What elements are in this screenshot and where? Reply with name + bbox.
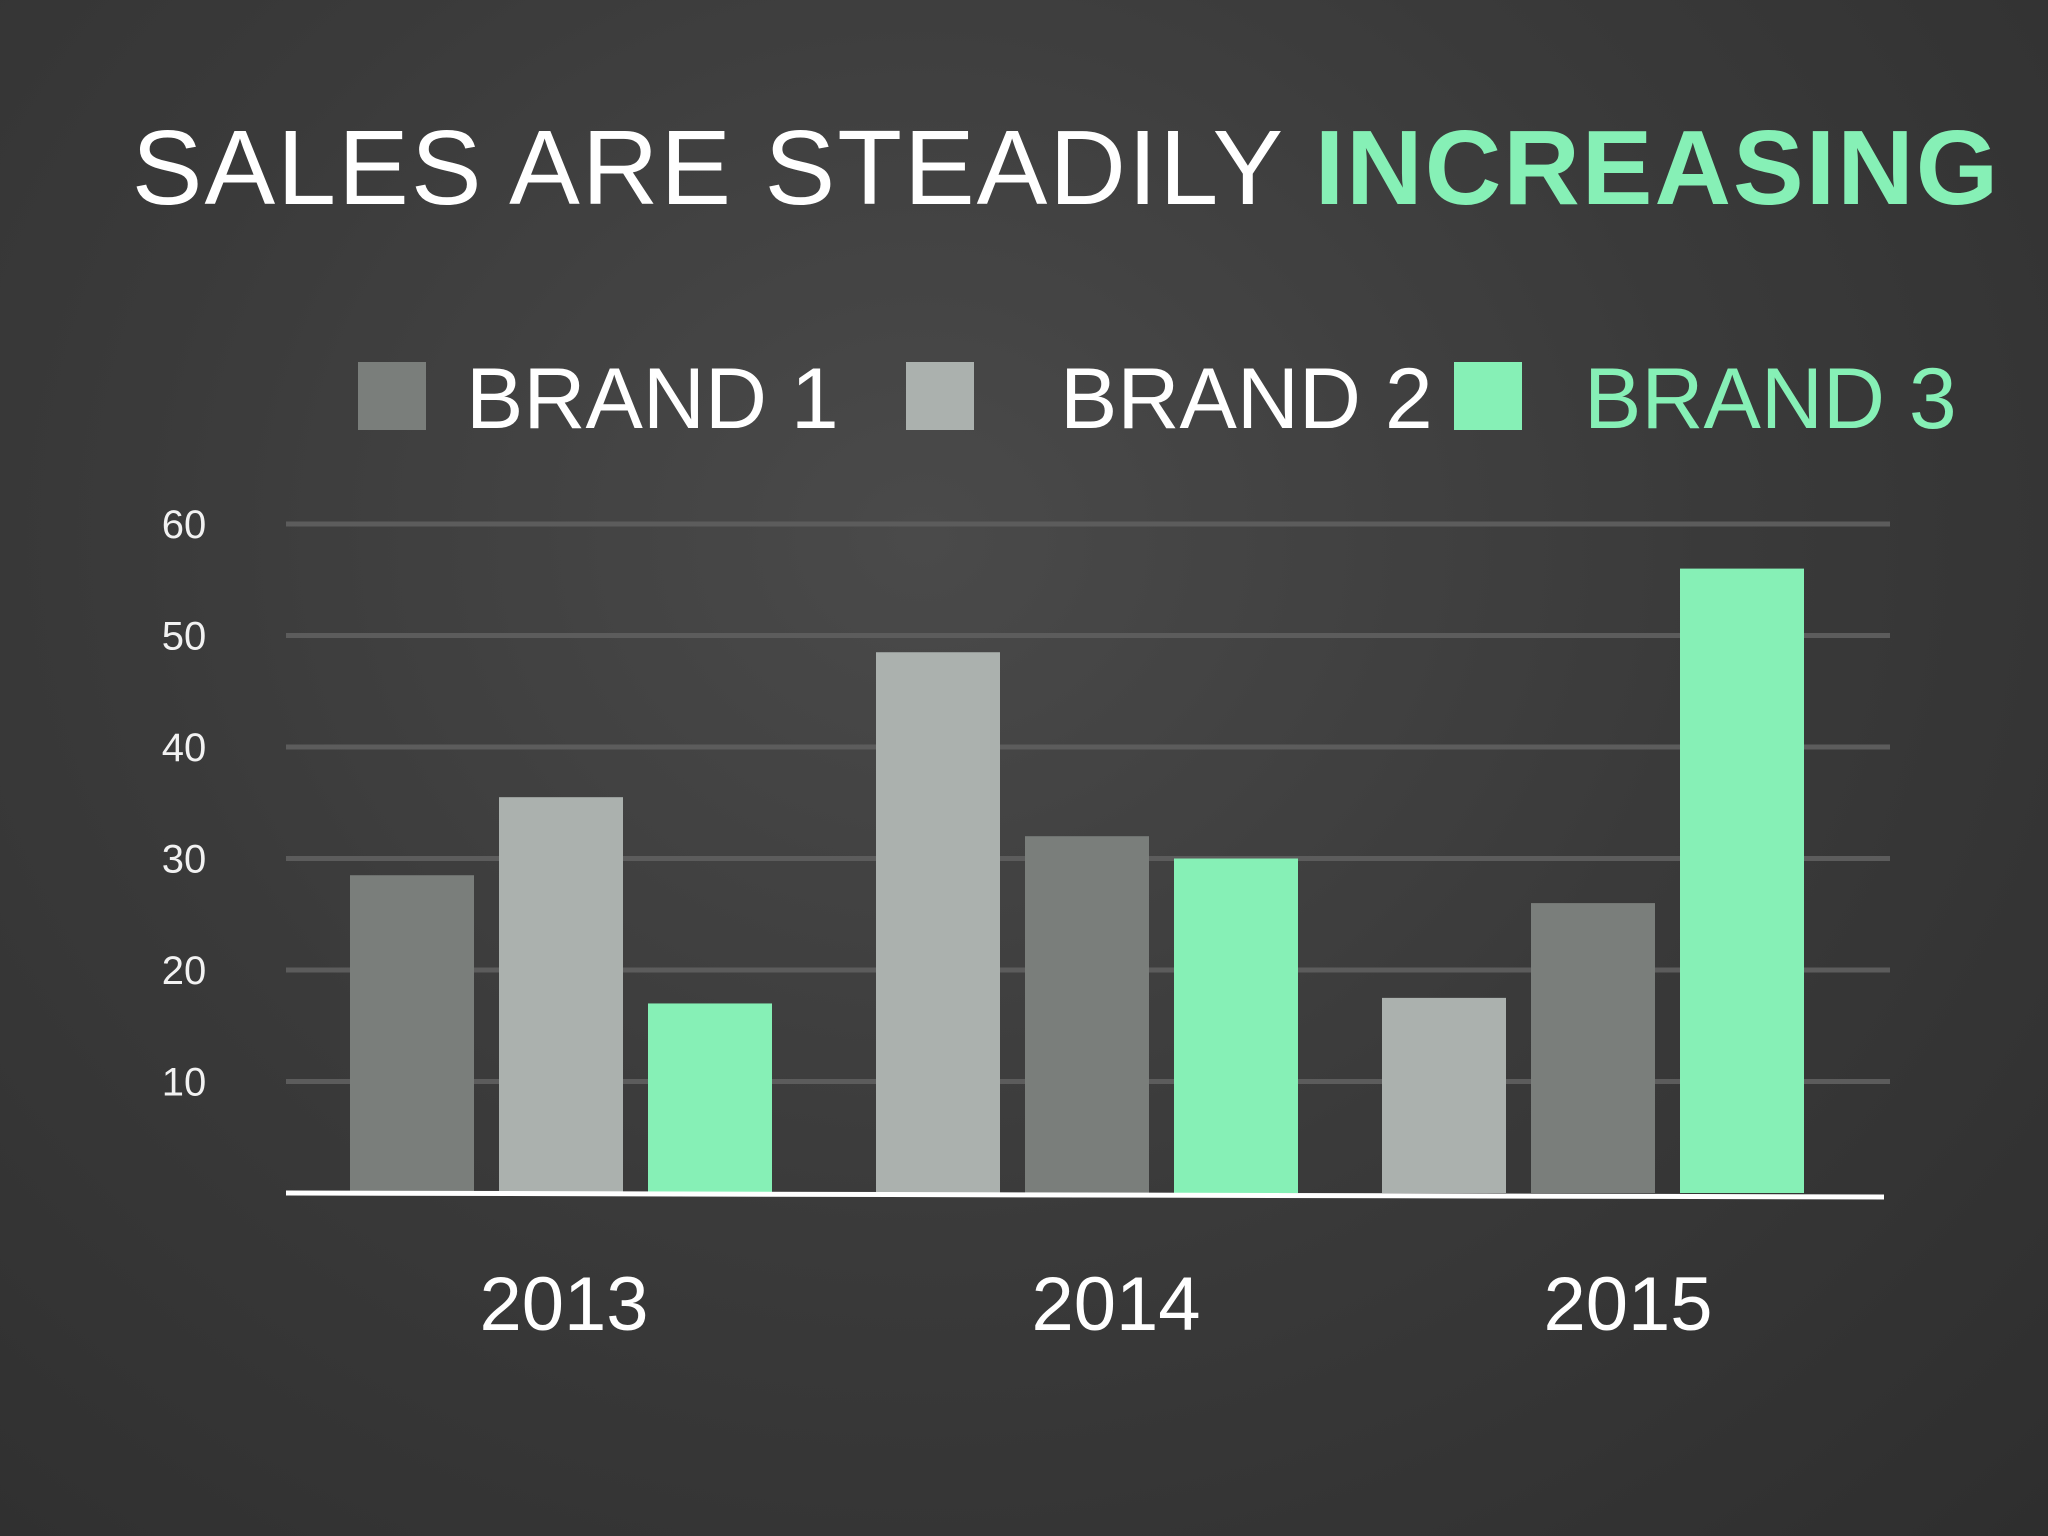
legend-label-brand-1: BRAND 1 [466,351,839,447]
y-tick-label-30: 30 [162,838,207,882]
y-tick-label-40: 40 [162,726,207,770]
bar-2014-3 [1174,858,1298,1193]
y-tick-label-60: 60 [162,503,207,547]
y-axis-tick-labels: 10 20 30 40 50 60 [162,503,207,1105]
x-tick-label-2015: 2015 [1543,1262,1712,1347]
legend-swatch-brand-3 [1454,362,1522,430]
bar-2015-2 [1531,903,1655,1193]
chart-title-part1: SALES ARE STEADILY [132,109,1315,227]
legend-label-brand-2: BRAND 2 [1060,351,1433,447]
bar-2013-3 [648,1003,772,1193]
x-tick-label-2013: 2013 [479,1262,648,1347]
chart-title: SALES ARE STEADILY INCREASING [132,109,2000,227]
y-tick-label-50: 50 [162,615,207,659]
x-axis-category-labels: 2013 2014 2015 [479,1262,1712,1347]
bar-2013-1 [350,875,474,1193]
x-tick-label-2014: 2014 [1031,1262,1200,1347]
legend-swatch-brand-1 [358,362,426,430]
bar-2015-3 [1680,568,1804,1193]
legend-swatch-brand-2 [906,362,974,430]
legend-label-brand-3: BRAND 3 [1584,351,1957,447]
chart-title-part2: INCREASING [1315,109,2001,227]
x-axis-baseline [285,1190,1885,1200]
bar-2015-1 [1382,997,1506,1193]
bar-2014-1 [876,652,1000,1193]
bar-2013-2 [499,797,623,1193]
legend: BRAND 1 BRAND 2 BRAND 3 [358,351,1957,447]
y-tick-label-10: 10 [162,1061,207,1105]
bars [350,568,1804,1193]
y-tick-label-20: 20 [162,949,207,993]
bar-2014-2 [1025,836,1149,1193]
